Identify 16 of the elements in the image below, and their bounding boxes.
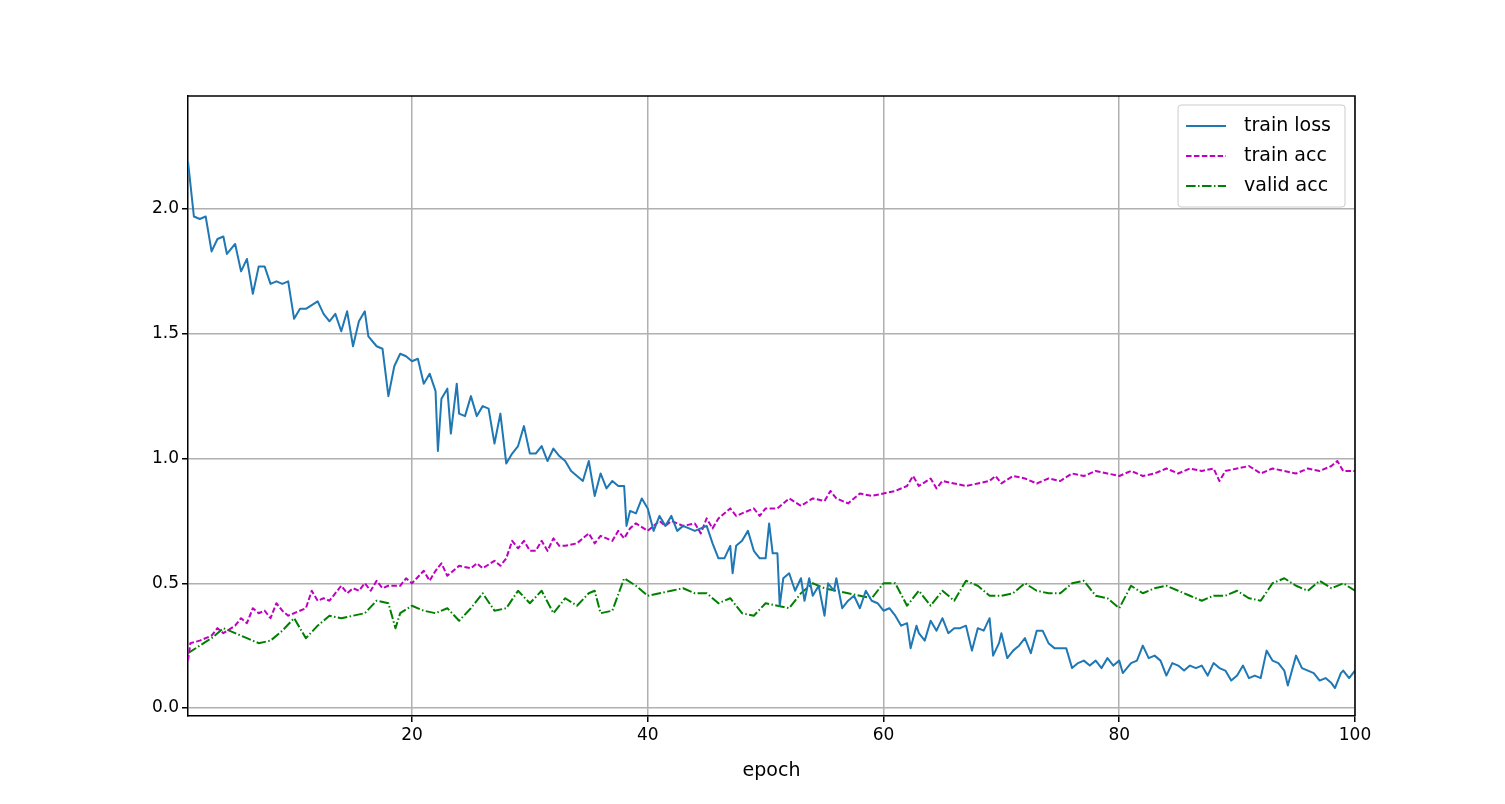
x-tick-label: 80: [1108, 723, 1131, 744]
x-tick-label: 100: [1338, 723, 1372, 744]
legend-label: valid acc: [1244, 172, 1329, 195]
line-series: [188, 577, 1355, 655]
y-tick-label: 2.0: [151, 197, 179, 218]
legend-label: train loss: [1244, 112, 1331, 135]
y-tick-label: 1.0: [151, 446, 179, 467]
x-tick-label: 40: [636, 723, 659, 744]
legend-label: train acc: [1244, 142, 1327, 165]
line-series: [188, 460, 1355, 662]
x-tick-label: 20: [401, 723, 423, 744]
y-tick-label: 0.5: [151, 571, 179, 592]
x-tick-label: 60: [872, 723, 895, 744]
y-tick-label: 1.5: [151, 322, 179, 343]
y-tick-label: 0.0: [151, 696, 179, 717]
x-axis-title: epoch: [742, 757, 801, 780]
